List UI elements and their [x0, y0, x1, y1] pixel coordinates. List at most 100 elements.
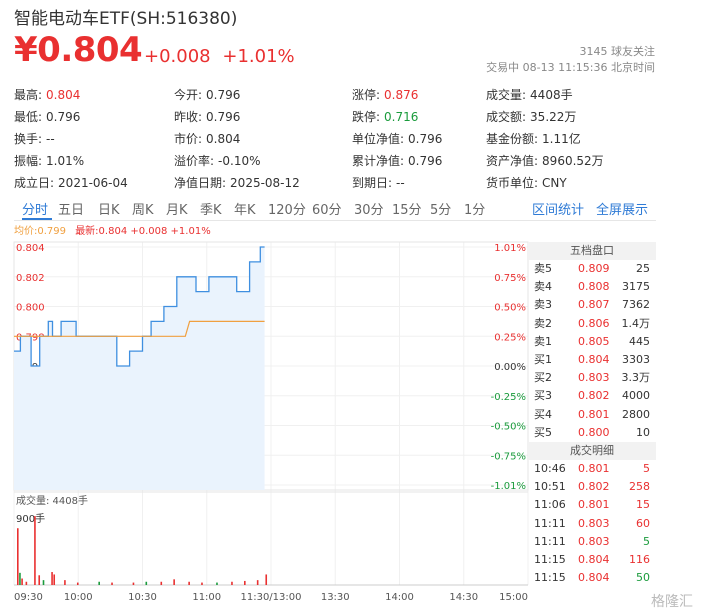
- trade-row: 10:46 0.801 5: [528, 460, 656, 478]
- y-tick-right: 0.75%: [494, 273, 526, 284]
- tab-12[interactable]: 1分: [464, 203, 486, 218]
- order-level: 买1: [534, 353, 552, 366]
- trade-volume: 50: [636, 571, 650, 585]
- stat-item: 今开: 0.796: [174, 84, 240, 106]
- trade-time: 11:15: [534, 553, 566, 566]
- stat-value: 0.796: [206, 88, 241, 102]
- trade-row: 11:15 0.804 116: [528, 551, 656, 569]
- stat-value: 0.716: [384, 110, 419, 124]
- y-tick-right: -0.75%: [491, 451, 526, 462]
- tab-8[interactable]: 60分: [312, 203, 342, 218]
- y-tick-right: 0.00%: [494, 362, 526, 373]
- order-price: 0.807: [578, 298, 610, 312]
- trade-volume: 15: [636, 498, 650, 512]
- order-volume: 3.3万: [621, 371, 651, 385]
- tab-2[interactable]: 日K: [98, 203, 120, 218]
- order-price: 0.805: [578, 334, 610, 348]
- stat-item: 振幅: 1.01%: [14, 150, 84, 172]
- trade-row: 11:15 0.804 50: [528, 569, 656, 587]
- stat-value: 1.11亿: [542, 132, 581, 146]
- trade-time: 11:15: [534, 571, 566, 585]
- trade-time: 11:11: [534, 534, 566, 548]
- range-stats-link[interactable]: 区间统计: [532, 203, 585, 218]
- stat-item: 跌停: 0.716: [352, 106, 418, 128]
- tab-11[interactable]: 5分: [430, 203, 452, 218]
- stat-label: 昨收:: [174, 110, 203, 124]
- stat-label: 基金份额:: [486, 132, 539, 146]
- order-book-row: 卖2 0.806 1.4万: [528, 315, 656, 333]
- trades-title: 成交明细: [528, 442, 656, 460]
- order-volume: 25: [636, 262, 650, 275]
- order-book-row: 买1 0.804 3303: [528, 351, 656, 369]
- tab-5[interactable]: 季K: [200, 203, 222, 218]
- stat-item: 溢价率: -0.10%: [174, 150, 261, 172]
- y-tick-right: 0.50%: [494, 303, 526, 314]
- stat-value: --: [396, 176, 405, 190]
- stat-item: 资产净值: 8960.52万: [486, 150, 604, 172]
- order-volume: 3175: [622, 280, 650, 294]
- y-tick-right: 0.25%: [494, 332, 526, 343]
- order-level: 买3: [534, 389, 552, 403]
- stat-label: 溢价率:: [174, 154, 215, 168]
- fullscreen-link[interactable]: 全屏展示: [596, 203, 649, 218]
- trade-row: 10:51 0.802 258: [528, 478, 656, 496]
- x-tick: 14:30: [449, 592, 478, 603]
- x-tick: 10:30: [128, 592, 157, 603]
- tab-4[interactable]: 月K: [166, 203, 188, 218]
- stat-label: 货币单位:: [486, 176, 539, 190]
- stat-value: --: [46, 132, 55, 146]
- stat-value: 1.01%: [46, 154, 85, 168]
- tab-6[interactable]: 年K: [234, 203, 256, 218]
- x-tick: 13:30: [321, 592, 350, 603]
- order-level: 卖3: [534, 298, 552, 312]
- order-price: 0.806: [578, 316, 610, 330]
- volume-bar: [21, 578, 23, 585]
- stock-title: 智能电动车ETF(SH:516380): [14, 9, 238, 29]
- tab-10[interactable]: 15分: [392, 203, 422, 218]
- stat-label: 单位净值:: [352, 132, 405, 146]
- stat-label: 跌停:: [352, 110, 381, 124]
- trade-row: 11:11 0.803 5: [528, 533, 656, 551]
- stat-label: 成立日:: [14, 176, 55, 190]
- trade-price: 0.801: [578, 498, 610, 512]
- volume-bar: [34, 516, 36, 585]
- stat-value: 0.804: [46, 88, 81, 102]
- stat-item: 成立日: 2021-06-04: [14, 172, 128, 194]
- order-volume: 4000: [622, 389, 650, 403]
- trade-row: 11:06 0.801 15: [528, 496, 656, 514]
- followers-count[interactable]: 3145 球友关注: [579, 45, 656, 58]
- tab-9[interactable]: 30分: [354, 203, 384, 218]
- stat-item: 成交量: 4408手: [486, 84, 573, 106]
- stat-label: 到期日:: [352, 176, 393, 190]
- stat-label: 净值日期:: [174, 176, 227, 190]
- y-tick-right: -0.50%: [491, 422, 526, 433]
- order-volume: 445: [629, 334, 650, 348]
- volume-bar: [160, 581, 163, 585]
- tab-1[interactable]: 五日: [58, 203, 85, 218]
- tab-3[interactable]: 周K: [132, 203, 154, 218]
- volume-bar: [188, 581, 190, 585]
- stat-item: 累计净值: 0.796: [352, 150, 442, 172]
- stat-label: 今开:: [174, 88, 203, 102]
- stat-value: 2021-06-04: [58, 176, 128, 190]
- order-level: 买2: [534, 371, 552, 385]
- tab-0[interactable]: 分时: [22, 203, 49, 218]
- trade-price: 0.802: [578, 480, 610, 494]
- active-tab-indicator: [22, 218, 52, 220]
- tabs-divider: [14, 220, 656, 221]
- volume-bar: [265, 574, 268, 585]
- stat-label: 累计净值:: [352, 154, 405, 168]
- stat-value: 2025-08-12: [230, 176, 300, 190]
- volume-bar: [64, 580, 66, 585]
- order-book-row: 卖3 0.807 7362: [528, 296, 656, 314]
- volume-bar: [244, 580, 246, 585]
- tab-7[interactable]: 120分: [268, 203, 306, 218]
- watermark-logo: 格隆汇: [651, 594, 693, 610]
- chart-period-tabs: 区间统计 全屏展示 分时 五日 日K 周K 月K 季K 年K 120分 60分 30分 15分 5分 1…: [14, 196, 656, 220]
- order-level: 卖2: [534, 316, 552, 330]
- volume-bar: [19, 572, 21, 585]
- stat-value: 0.796: [408, 132, 443, 146]
- volume-bar: [17, 528, 19, 585]
- trade-price: 0.804: [578, 571, 610, 585]
